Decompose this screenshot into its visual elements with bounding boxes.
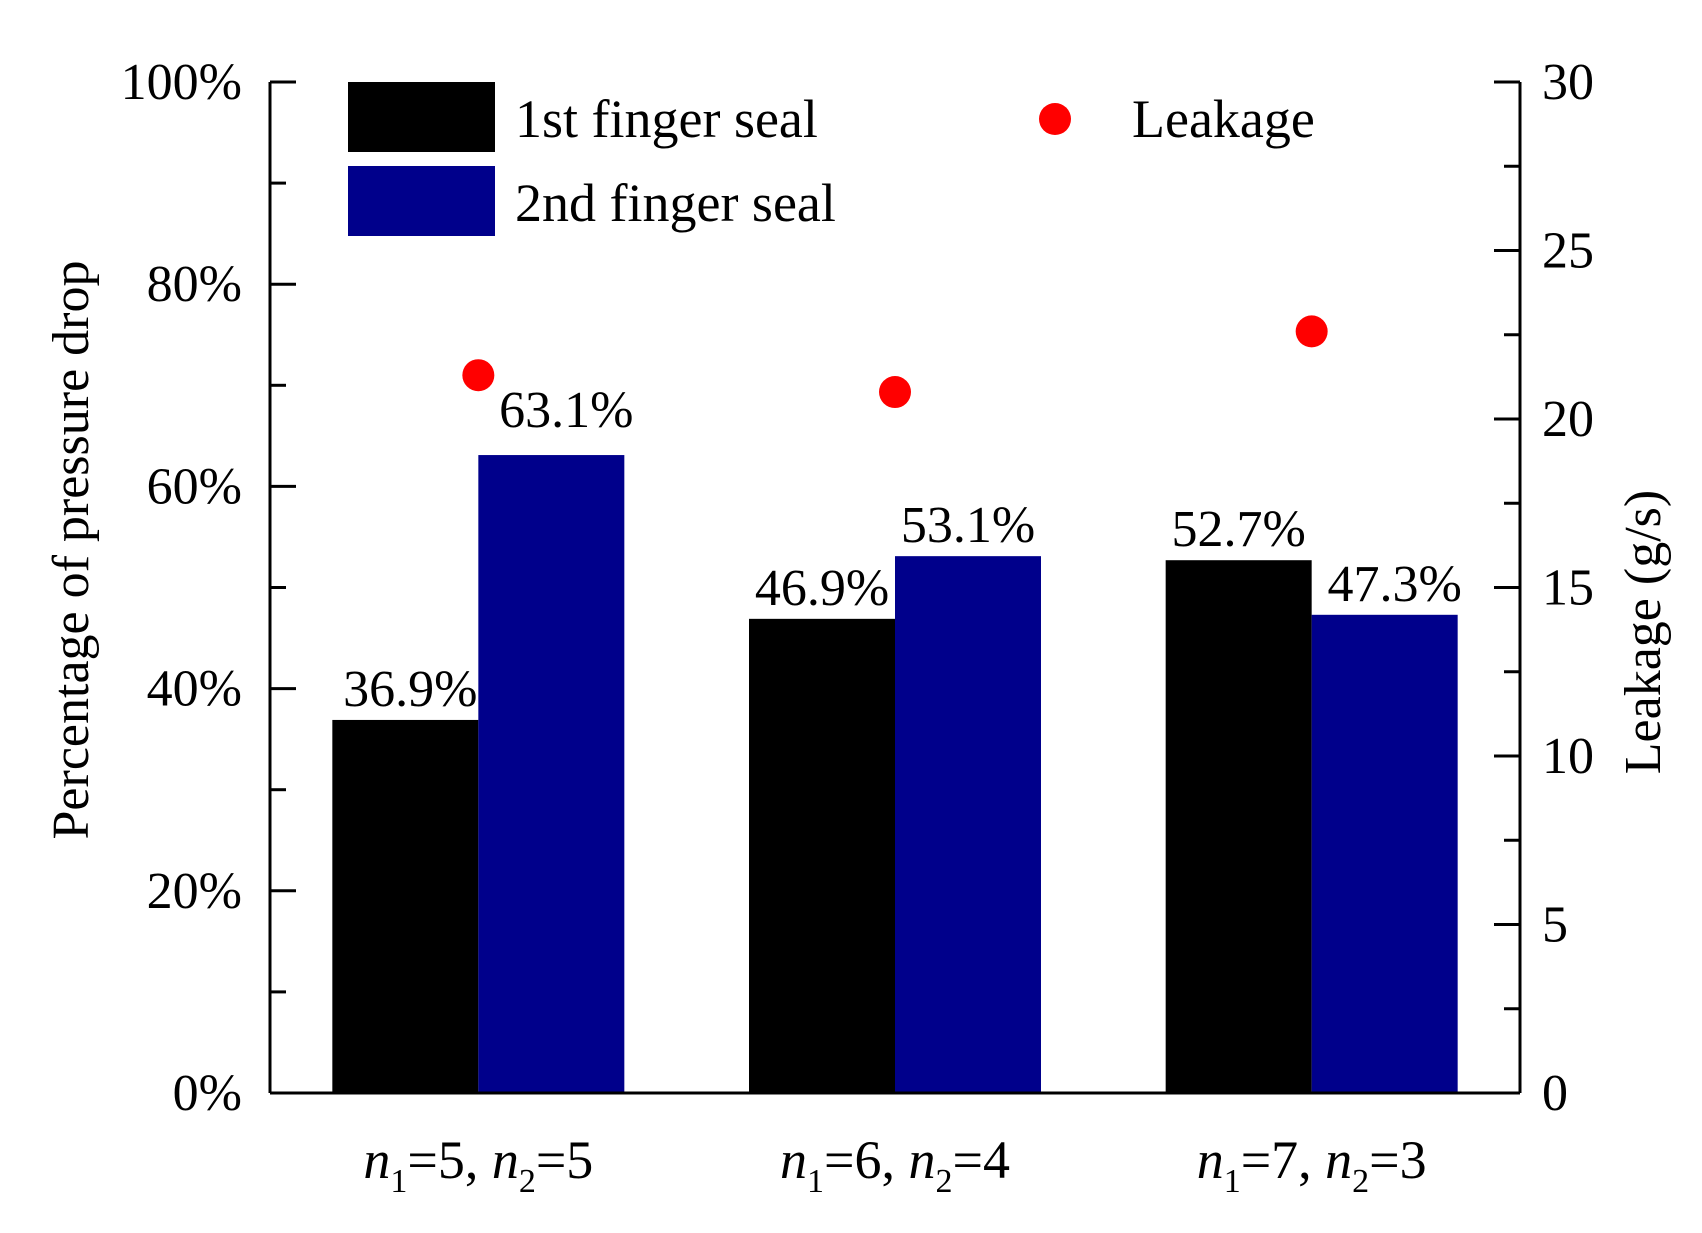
leakage-points-group <box>462 315 1328 409</box>
data-label-second-seal-3: 47.3% <box>1328 556 1462 613</box>
data-labels-group: 36.9% 63.1% 46.9%53.1% 52.7% 47.3% <box>343 382 1462 718</box>
bar-first-seal-3 <box>1165 560 1312 1093</box>
right-tick-label-20: 20 <box>1542 391 1594 448</box>
y-axis-label-right: Leakage (g/s) <box>1615 490 1672 774</box>
right-tick-label-10: 10 <box>1542 728 1594 785</box>
right-tick-label-15: 15 <box>1542 560 1594 617</box>
leakage-point-3 <box>1295 315 1328 348</box>
bar-first-seal-1 <box>332 719 479 1093</box>
leakage-point-2 <box>879 376 911 409</box>
category-label-2: n1=6, n2=4 <box>780 1130 1010 1200</box>
left-tick-label-60: 60% <box>147 458 242 515</box>
right-tick-label-0: 0 <box>1542 1065 1568 1122</box>
left-tick-label-80: 80% <box>147 256 242 313</box>
legend-marker-leakage <box>1039 103 1071 135</box>
bar-first-seal-2 <box>749 618 895 1093</box>
data-label-second-seal-2: 53.1% <box>901 497 1035 554</box>
left-tick-label-40: 40% <box>147 661 242 718</box>
left-tick-label-100: 100% <box>121 54 242 111</box>
legend-label-first-seal: 1st finger seal <box>515 89 818 149</box>
leakage-point-1 <box>462 359 495 392</box>
left-tick-label-20: 20% <box>147 863 242 920</box>
right-tick-label-25: 25 <box>1542 223 1594 280</box>
data-label-first-seal-1: 36.9% <box>343 661 477 718</box>
bar-second-seal-3 <box>1311 614 1458 1093</box>
data-label-first-seal-3: 52.7% <box>1172 501 1306 558</box>
axes-group: n1=5, n2=5 n1=6, n2=4 n1=7, n2=3 0% 20% 40% 60… <box>121 54 1594 1200</box>
right-tick-label-5: 5 <box>1542 897 1568 954</box>
legend-label-leakage: Leakage <box>1132 89 1315 149</box>
data-label-first-seal-2: 46.9% <box>755 560 889 617</box>
data-label-second-seal-1: 63.1% <box>499 382 633 439</box>
bar-second-seal-2 <box>895 556 1041 1093</box>
legend-label-second-seal: 2nd finger seal <box>515 173 836 233</box>
legend-swatch-first-seal <box>348 82 495 152</box>
category-label-1: n1=5, n2=5 <box>363 1130 593 1200</box>
right-tick-label-30: 30 <box>1542 54 1594 111</box>
left-tick-label-0: 0% <box>173 1065 242 1122</box>
category-label-3: n1=7, n2=3 <box>1197 1130 1427 1200</box>
legend: 1st finger seal 2nd finger seal Leakage <box>348 82 1315 236</box>
bars-group <box>332 455 1458 1094</box>
y-axis-label-left: Percentage of pressure drop <box>43 261 100 840</box>
bar-second-seal-1 <box>478 455 625 1094</box>
legend-swatch-second-seal <box>348 166 495 236</box>
